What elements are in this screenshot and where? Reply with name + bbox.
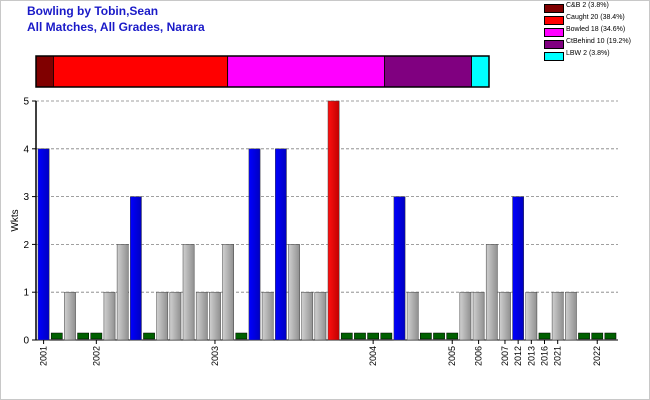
- bar-zero: [50, 332, 63, 340]
- legend-label: Caught 20 (38.4%): [566, 14, 625, 21]
- bar: [327, 100, 340, 341]
- bar-zero: [380, 332, 393, 340]
- legend-label: LBW 2 (3.8%): [566, 50, 610, 57]
- bar: [565, 291, 577, 341]
- dismissal-segment-caught: [53, 55, 229, 88]
- legend-label: Bowled 18 (34.6%): [566, 26, 626, 33]
- legend-swatch: [544, 4, 564, 13]
- bar-zero: [90, 332, 103, 340]
- bar: [222, 244, 235, 341]
- bar-zero: [77, 332, 90, 340]
- bar-zero: [235, 332, 248, 340]
- bar: [130, 196, 142, 341]
- bar: [512, 196, 525, 341]
- bar-zero: [143, 332, 155, 340]
- bar: [393, 196, 406, 341]
- legend-label: C&B 2 (3.8%): [566, 2, 609, 9]
- bar-zero: [367, 332, 379, 340]
- bar: [301, 291, 314, 341]
- legend-swatch: [544, 52, 564, 61]
- bar: [499, 291, 511, 341]
- bar: [37, 148, 50, 341]
- bar: [314, 291, 327, 341]
- x-tick-label: 2016: [540, 346, 550, 366]
- bar: [275, 148, 287, 341]
- y-tick-label: 5: [23, 97, 29, 108]
- x-tick-label: 2002: [91, 346, 101, 366]
- bar: [485, 244, 498, 341]
- bar: [525, 291, 538, 341]
- bar: [551, 291, 564, 341]
- bar: [64, 291, 76, 341]
- dismissal-segment-lbw: [471, 55, 490, 88]
- bar: [288, 244, 300, 341]
- y-tick-label: 1: [23, 288, 29, 299]
- dismissal-bar-outline: [35, 55, 490, 88]
- x-tick-label: 2022: [592, 346, 602, 366]
- bar-zero: [354, 332, 366, 340]
- y-axis-label: Wkts: [10, 209, 21, 231]
- x-tick-label: 2021: [553, 346, 563, 366]
- bar-zero: [591, 332, 604, 340]
- bar: [406, 291, 419, 341]
- legend-swatch: [544, 28, 564, 37]
- x-tick-label: 2005: [447, 346, 457, 366]
- x-tick-label: 2013: [526, 346, 536, 366]
- legend-label: CtBehind 10 (19.2%): [566, 38, 631, 45]
- y-tick-label: 2: [23, 240, 29, 251]
- bar: [169, 291, 182, 341]
- bar-zero: [578, 332, 590, 340]
- bar-zero: [604, 332, 617, 340]
- bar-zero: [340, 332, 353, 340]
- bar: [195, 291, 208, 341]
- bar: [182, 244, 195, 341]
- bar-zero: [420, 332, 432, 340]
- x-tick-label: 2006: [474, 346, 484, 366]
- y-tick-label: 0: [23, 336, 29, 347]
- bar: [248, 148, 261, 341]
- dismissal-segment-ctbehind: [384, 55, 472, 88]
- x-tick-label: 2001: [39, 346, 49, 366]
- bar: [459, 291, 472, 341]
- chart-subtitle: All Matches, All Grades, Narara: [27, 20, 205, 34]
- y-tick-label: 3: [23, 192, 29, 203]
- x-tick-label: 2007: [500, 346, 510, 366]
- bar-zero: [538, 332, 551, 340]
- bar: [103, 291, 116, 341]
- y-tick-label: 4: [23, 144, 29, 155]
- chart-title: Bowling by Tobin,Sean: [27, 4, 159, 18]
- legend-swatch: [544, 16, 564, 25]
- bar: [116, 244, 129, 341]
- x-tick-label: 2003: [210, 346, 220, 366]
- bar: [209, 291, 221, 341]
- bar-zero: [433, 332, 445, 340]
- legend-swatch: [544, 40, 564, 49]
- x-tick-label: 2004: [368, 346, 378, 366]
- bar-zero: [446, 332, 459, 340]
- x-tick-label: 2012: [513, 346, 523, 366]
- bar: [472, 291, 485, 341]
- bar: [261, 291, 274, 341]
- bar: [156, 291, 169, 341]
- dismissal-segment-c-b: [35, 55, 54, 88]
- dismissal-segment-bowled: [227, 55, 385, 88]
